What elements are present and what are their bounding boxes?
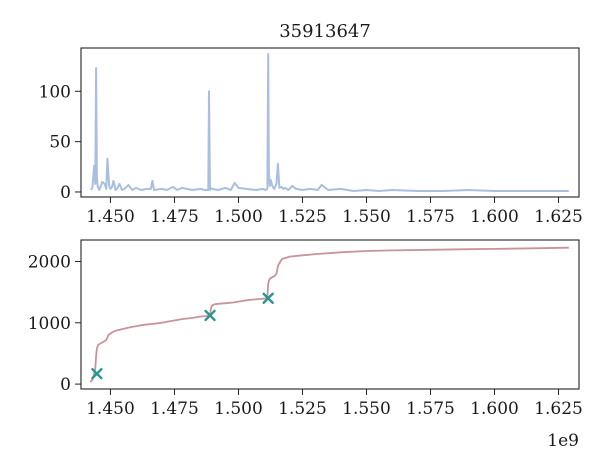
top-x-tick-label-7: 1.625 [534, 207, 583, 227]
top-x-tick-label-3: 1.525 [278, 207, 327, 227]
x-marker-2 [262, 292, 274, 304]
top-x-tick-label-1: 1.475 [150, 207, 199, 227]
bottom-x-tick-label-6: 1.600 [470, 399, 519, 419]
bottom-y-ticks: 0 1000 2000 [28, 252, 81, 395]
top-y-ticks: 0 50 100 [39, 82, 81, 203]
top-y-tick-label-1: 50 [49, 133, 71, 153]
bottom-x-tick-label-2: 1.500 [214, 399, 263, 419]
bottom-markers [91, 292, 274, 380]
bottom-y-tick-label-0: 0 [60, 375, 71, 395]
bottom-y-tick-label-1: 1000 [28, 314, 71, 334]
top-x-tick-label-0: 1.450 [86, 207, 135, 227]
bottom-x-tick-label-3: 1.525 [278, 399, 327, 419]
bottom-x-tick-label-7: 1.625 [534, 399, 583, 419]
bottom-axes-frame [80, 239, 580, 390]
bottom-x-tick-label-1: 1.475 [150, 399, 199, 419]
top-x-tick-label-2: 1.500 [214, 207, 263, 227]
top-y-tick-label-2: 100 [39, 82, 71, 102]
x-offset-label: 1e9 [547, 431, 579, 451]
bottom-x-tick-label-0: 1.450 [86, 399, 135, 419]
bottom-x-tick-label-5: 1.575 [406, 399, 455, 419]
x-marker-1 [204, 309, 216, 322]
top-plot-area [90, 53, 569, 192]
bottom-series-line-0 [89, 246, 569, 383]
bottom-x-tick-label-4: 1.550 [342, 399, 391, 419]
bottom-panel: 1.450 1.475 1.500 1.525 1.550 1.575 1.600 1.625… [28, 239, 583, 451]
top-x-tick-label-6: 1.600 [470, 207, 519, 227]
x-marker-stroke-b-0 [91, 367, 103, 380]
top-y-tick-label-0: 0 [60, 183, 71, 203]
top-axes-frame [80, 47, 580, 198]
top-x-ticks: 1.450 1.475 1.500 1.525 1.550 1.575 1.600 1.625 [86, 197, 583, 227]
bottom-plot-area [89, 246, 569, 383]
top-series-line-0 [90, 53, 569, 192]
x-marker-0 [91, 367, 103, 380]
x-marker-stroke-b-1 [204, 309, 216, 322]
x-marker-stroke-b-2 [262, 292, 274, 304]
chart-title: 35913647 [279, 21, 371, 42]
top-panel: 1.450 1.475 1.500 1.525 1.550 1.575 1.600 1.625… [39, 47, 583, 227]
top-x-tick-label-4: 1.550 [342, 207, 391, 227]
bottom-y-tick-label-2: 2000 [28, 252, 71, 272]
top-x-tick-label-5: 1.575 [406, 207, 455, 227]
bottom-x-ticks: 1.450 1.475 1.500 1.525 1.550 1.575 1.600 1.625 [86, 389, 583, 419]
